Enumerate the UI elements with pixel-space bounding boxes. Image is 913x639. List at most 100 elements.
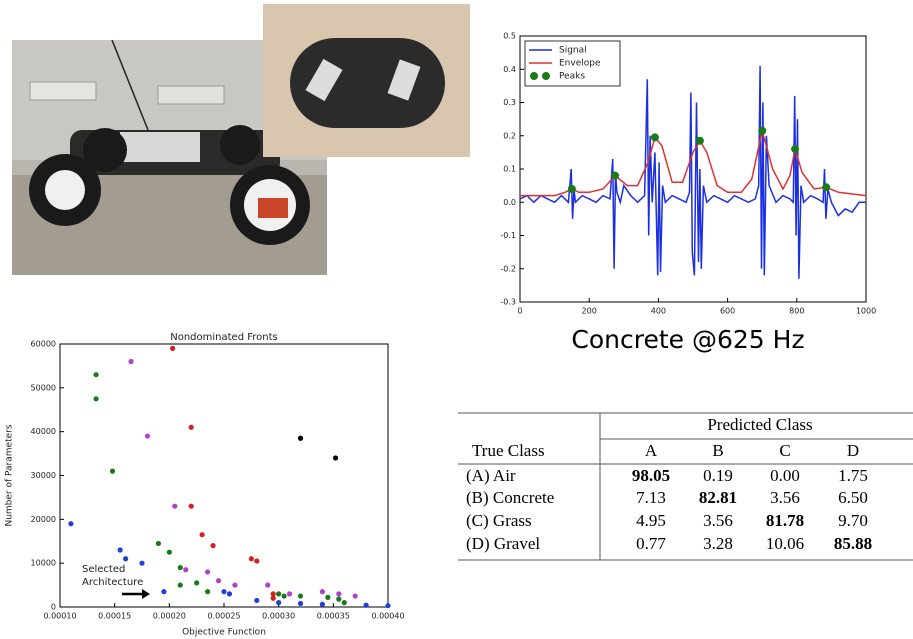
point — [232, 582, 237, 587]
point — [342, 600, 347, 605]
table-cell: 3.56 — [770, 488, 800, 507]
table-cell: 10.06 — [766, 534, 804, 553]
point — [353, 593, 358, 598]
y-tick-label: -0.2 — [500, 264, 516, 273]
table-cell: 85.88 — [834, 534, 872, 553]
point — [161, 589, 166, 594]
point — [170, 346, 175, 351]
x-axis-label: Objective Function — [182, 628, 266, 638]
x-tick-label: 0.00030 — [262, 612, 295, 621]
point — [172, 504, 177, 509]
point — [249, 556, 254, 561]
point — [385, 603, 390, 608]
point — [298, 593, 303, 598]
y-tick-label: 0.5 — [503, 32, 516, 41]
table-cell: 4.95 — [636, 511, 666, 530]
legend-label: Signal — [559, 46, 587, 56]
x-tick-label: 0.00025 — [207, 612, 240, 621]
y-tick-label: -0.3 — [500, 298, 516, 307]
point — [265, 582, 270, 587]
point — [110, 469, 115, 474]
point — [194, 580, 199, 585]
table-header: D — [847, 441, 859, 460]
point — [178, 565, 183, 570]
x-tick-label: 800 — [789, 307, 804, 316]
y-tick-label: 0.1 — [503, 165, 516, 174]
point — [216, 578, 221, 583]
table-cell: (C) Grass — [466, 511, 532, 530]
point — [156, 541, 161, 546]
point — [167, 550, 172, 555]
chart-title: Nondominated Fronts — [170, 332, 278, 343]
point — [118, 547, 123, 552]
table-cell: 98.05 — [632, 466, 670, 485]
point — [254, 558, 259, 563]
table-header: C — [779, 441, 790, 460]
point — [221, 589, 226, 594]
legend-label: Envelope — [559, 59, 601, 69]
table-cell: 0.77 — [636, 534, 666, 553]
point — [128, 359, 133, 364]
x-tick-label: 0.00040 — [371, 612, 404, 621]
legend-marker — [530, 72, 538, 80]
annotation-arrow — [122, 589, 150, 599]
y-tick-label: 0.0 — [503, 198, 516, 207]
point — [271, 596, 276, 601]
tire-photo — [263, 4, 470, 157]
annotation: Selected — [82, 564, 125, 575]
point — [282, 593, 287, 598]
point — [336, 591, 341, 596]
series-line — [520, 66, 866, 279]
y-tick-label: 0 — [51, 603, 56, 612]
point — [298, 601, 303, 606]
point — [822, 183, 830, 191]
table-header: A — [645, 441, 658, 460]
x-tick-label: 200 — [582, 307, 597, 316]
table-cell: 0.19 — [703, 466, 733, 485]
y-tick-label: 30000 — [31, 471, 56, 480]
point — [205, 589, 210, 594]
point — [320, 589, 325, 594]
table-header: True Class — [472, 441, 545, 460]
table-cell: 0.00 — [770, 466, 800, 485]
x-tick-label: 1000 — [856, 307, 876, 316]
point — [254, 598, 259, 603]
y-tick-label: 60000 — [31, 340, 56, 349]
point — [758, 127, 766, 135]
point — [189, 425, 194, 430]
point — [200, 532, 205, 537]
point — [287, 591, 292, 596]
y-axis-label: Number of Parameters — [5, 424, 15, 526]
point — [210, 543, 215, 548]
point — [611, 172, 619, 180]
x-tick-label: 0.00035 — [317, 612, 350, 621]
point — [227, 591, 232, 596]
table-cell: 7.13 — [636, 488, 666, 507]
table-cell: 6.50 — [838, 488, 868, 507]
table-header: B — [712, 441, 723, 460]
point — [145, 433, 150, 438]
table-cell: 3.28 — [703, 534, 733, 553]
x-tick-label: 600 — [720, 307, 735, 316]
point — [791, 145, 799, 153]
point — [696, 137, 704, 145]
table-cell: 9.70 — [838, 511, 868, 530]
table-cell: (D) Gravel — [466, 534, 540, 553]
x-tick-label: 400 — [651, 307, 666, 316]
y-tick-label: 40000 — [31, 427, 56, 436]
slide: Concrete @625 Hz -0.3-0.2-0.10.00.10.20.… — [0, 0, 913, 639]
legend-label: Peaks — [559, 72, 585, 82]
table-cell: 81.78 — [766, 511, 804, 530]
point — [651, 133, 659, 141]
y-tick-label: 0.3 — [503, 98, 516, 107]
point — [139, 561, 144, 566]
point — [205, 569, 210, 574]
point — [568, 185, 576, 193]
x-tick-label: 0 — [517, 307, 522, 316]
x-tick-label: 0.00015 — [98, 612, 131, 621]
x-tick-label: 0.00020 — [153, 612, 186, 621]
table-cell: 1.75 — [838, 466, 868, 485]
point — [68, 521, 73, 526]
table-cell: 82.81 — [699, 488, 737, 507]
point — [183, 567, 188, 572]
